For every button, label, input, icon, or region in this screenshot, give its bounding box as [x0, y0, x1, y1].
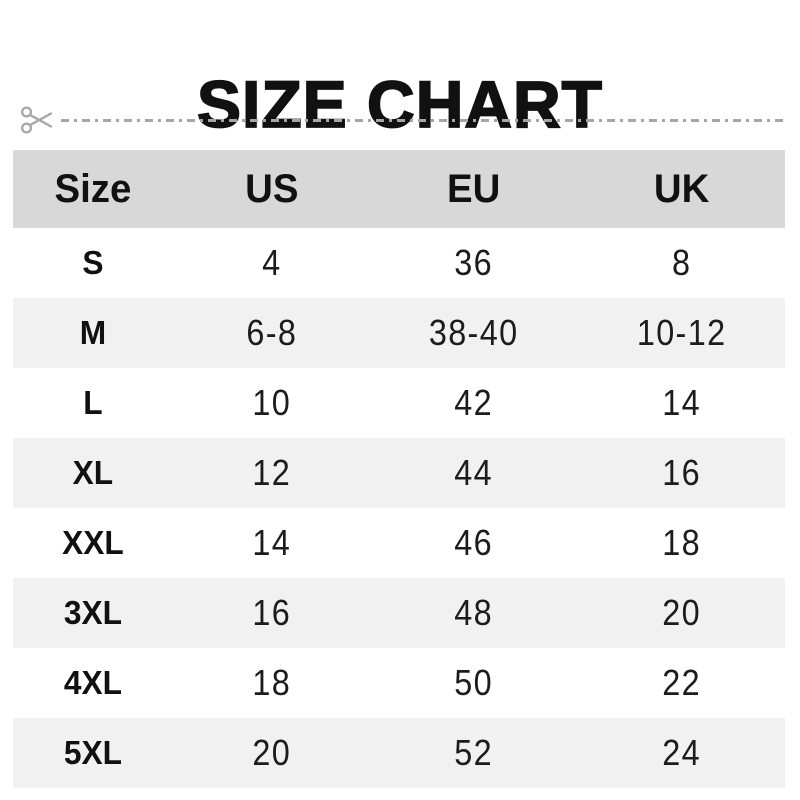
table-row-l: L 10 42 14	[13, 368, 785, 438]
eu-cell: 44	[454, 452, 494, 493]
column-header-size: Size	[54, 166, 132, 211]
size-cell: M	[79, 314, 107, 351]
us-cell: 10	[252, 382, 291, 423]
eu-cell: 50	[454, 662, 494, 703]
size-cell: L	[83, 384, 103, 421]
size-cell: 5XL	[63, 734, 122, 771]
eu-cell: 48	[454, 592, 494, 633]
uk-cell: 8	[671, 242, 692, 283]
eu-cell: 46	[454, 522, 494, 563]
eu-cell: 42	[454, 382, 494, 423]
table-row-xxl: XXL 14 46 18	[13, 508, 785, 578]
uk-cell: 20	[661, 592, 701, 633]
us-cell: 16	[252, 592, 291, 633]
us-cell: 6-8	[246, 312, 298, 353]
scissors-icon	[20, 106, 53, 134]
table-header-row: Size US EU UK	[13, 150, 785, 228]
cut-line	[20, 101, 788, 139]
table-row-s: S 4 36 8	[13, 228, 785, 298]
table-row-5xl: 5XL 20 52 24	[13, 718, 785, 788]
column-header-eu: EU	[447, 166, 501, 211]
table-row-m: M 6-8 38-40 10-12	[13, 298, 785, 368]
uk-cell: 16	[661, 452, 701, 493]
size-cell: XL	[72, 454, 114, 491]
table-row-4xl: 4XL 18 50 22	[13, 648, 785, 718]
column-header-uk: UK	[653, 166, 710, 211]
eu-cell: 38-40	[429, 312, 519, 353]
us-cell: 4	[261, 242, 282, 283]
size-cell: 3XL	[63, 594, 122, 631]
table-row-3xl: 3XL 16 48 20	[13, 578, 785, 648]
dashed-cut-line	[61, 118, 788, 122]
table-row-xl: XL 12 44 16	[13, 438, 785, 508]
uk-cell: 22	[661, 662, 701, 703]
page-title: SIZE CHART	[196, 67, 603, 142]
size-conversion-table: Size US EU UK S 4 36 8 M 6-8 38-40 10-12…	[13, 150, 785, 788]
eu-cell: 36	[454, 242, 494, 283]
size-cell: XXL	[62, 524, 124, 561]
column-header-us: US	[244, 166, 299, 211]
uk-cell: 18	[661, 522, 701, 563]
size-cell: 4XL	[63, 664, 122, 701]
us-cell: 18	[252, 662, 291, 703]
uk-cell: 14	[661, 382, 701, 423]
size-cell: S	[82, 244, 104, 281]
uk-cell: 10-12	[636, 312, 727, 353]
us-cell: 20	[252, 732, 291, 773]
us-cell: 14	[252, 522, 291, 563]
eu-cell: 52	[454, 732, 494, 773]
us-cell: 12	[252, 452, 291, 493]
uk-cell: 24	[661, 732, 701, 773]
